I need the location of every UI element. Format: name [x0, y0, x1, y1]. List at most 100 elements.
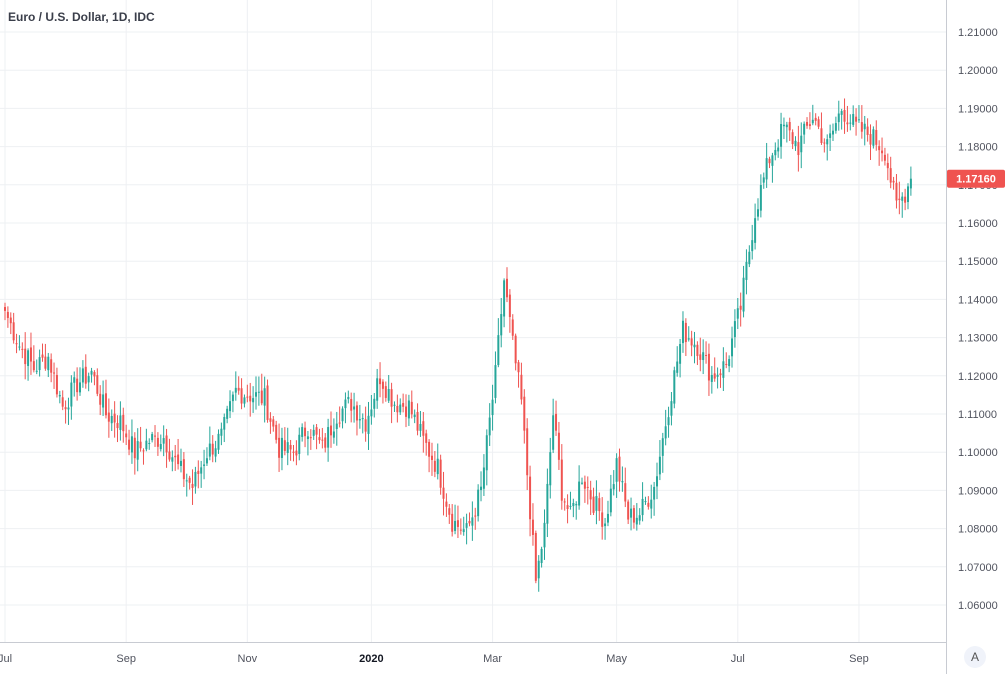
- candle-body: [188, 477, 191, 483]
- candle-body: [722, 361, 725, 378]
- candle-body: [217, 433, 220, 450]
- candle-body: [156, 437, 159, 447]
- candle-body: [168, 451, 171, 460]
- candle-body: [87, 376, 90, 383]
- candle-body: [272, 419, 275, 427]
- candle-body: [107, 412, 110, 422]
- candle-body: [263, 388, 266, 406]
- x-tick-label: May: [606, 653, 627, 665]
- y-tick-label: 1.12000: [958, 371, 998, 383]
- candle-body: [162, 438, 165, 444]
- candle-body: [754, 218, 757, 243]
- candle-body: [898, 198, 901, 201]
- candle-body: [581, 482, 583, 484]
- candle-body: [306, 436, 309, 440]
- candle-body: [79, 382, 82, 393]
- candle-body: [572, 502, 575, 507]
- candle-body: [883, 154, 886, 161]
- candle-body: [240, 388, 243, 404]
- candle-body: [601, 512, 604, 527]
- candle-body: [589, 490, 592, 500]
- candle-body: [630, 508, 633, 518]
- candle-body: [21, 348, 24, 350]
- candle-body: [376, 378, 379, 401]
- y-tick-label: 1.16000: [958, 218, 998, 230]
- candle-body: [24, 348, 27, 365]
- x-tick-label: Mar: [483, 653, 502, 665]
- candle-body: [402, 403, 405, 407]
- candle-body: [514, 335, 517, 364]
- candle-body: [569, 505, 572, 507]
- candle-body: [742, 277, 745, 312]
- candle-body: [254, 392, 257, 397]
- candle-body: [9, 317, 12, 324]
- candle-body: [471, 517, 474, 526]
- candle-body: [405, 406, 408, 417]
- plot-background: [0, 0, 946, 642]
- candle-body: [857, 119, 860, 121]
- candle-body: [269, 418, 272, 422]
- candle-body: [15, 343, 18, 345]
- candle-body: [505, 278, 508, 298]
- candle-body: [44, 356, 47, 369]
- candle-body: [817, 119, 820, 127]
- candle-body: [534, 532, 537, 581]
- x-tick-label: Nov: [238, 653, 258, 665]
- candle-body: [881, 150, 884, 154]
- chart-title: Euro / U.S. Dollar, 1D, IDC: [8, 10, 155, 24]
- candle-body: [681, 320, 684, 344]
- candle-body: [690, 338, 693, 346]
- candle-body: [904, 196, 907, 203]
- candle-body: [739, 305, 742, 310]
- candle-body: [638, 515, 641, 521]
- y-tick-label: 1.08000: [958, 524, 998, 536]
- auto-scale-button[interactable]: A: [964, 646, 986, 668]
- candle-body: [759, 185, 762, 211]
- candle-body: [338, 422, 341, 424]
- candle-body: [390, 389, 393, 407]
- candle-body: [413, 414, 416, 418]
- candle-body: [713, 373, 716, 379]
- candle-body: [748, 251, 751, 265]
- y-tick-label: 1.20000: [958, 65, 998, 77]
- y-tick-label: 1.07000: [958, 562, 998, 574]
- candle-body: [330, 425, 333, 436]
- candle-body: [578, 481, 581, 506]
- candle-body: [508, 294, 511, 318]
- candle-body: [177, 454, 180, 465]
- candle-body: [733, 321, 736, 338]
- candle-body: [96, 375, 99, 394]
- candle-body: [549, 452, 552, 486]
- candle-body: [517, 362, 520, 373]
- candle-body: [811, 119, 814, 124]
- candle-body: [537, 560, 540, 579]
- candle-body: [174, 455, 177, 458]
- candle-body: [699, 354, 702, 360]
- candle-body: [526, 428, 529, 476]
- candle-body: [203, 464, 206, 466]
- candle-body: [425, 433, 428, 443]
- candle-body: [214, 448, 217, 457]
- candle-body: [909, 178, 912, 189]
- candle-body: [393, 404, 396, 406]
- candle-body: [260, 390, 263, 404]
- candle-body: [523, 396, 526, 431]
- candle-body: [627, 501, 630, 520]
- candle-body: [367, 415, 370, 434]
- candle-body: [67, 407, 70, 410]
- candle-body: [61, 397, 64, 407]
- candle-body: [223, 417, 226, 430]
- candle-body: [119, 415, 122, 430]
- candle-body: [171, 457, 174, 462]
- candle-body: [670, 401, 673, 416]
- candle-body: [814, 117, 817, 121]
- candle-body: [696, 344, 699, 356]
- candle-body: [384, 386, 387, 398]
- candle-body: [280, 437, 283, 458]
- candle-body: [194, 471, 197, 487]
- candle-body: [347, 396, 350, 400]
- candle-body: [410, 401, 413, 415]
- candle-body: [488, 417, 491, 436]
- candle-body: [693, 344, 696, 348]
